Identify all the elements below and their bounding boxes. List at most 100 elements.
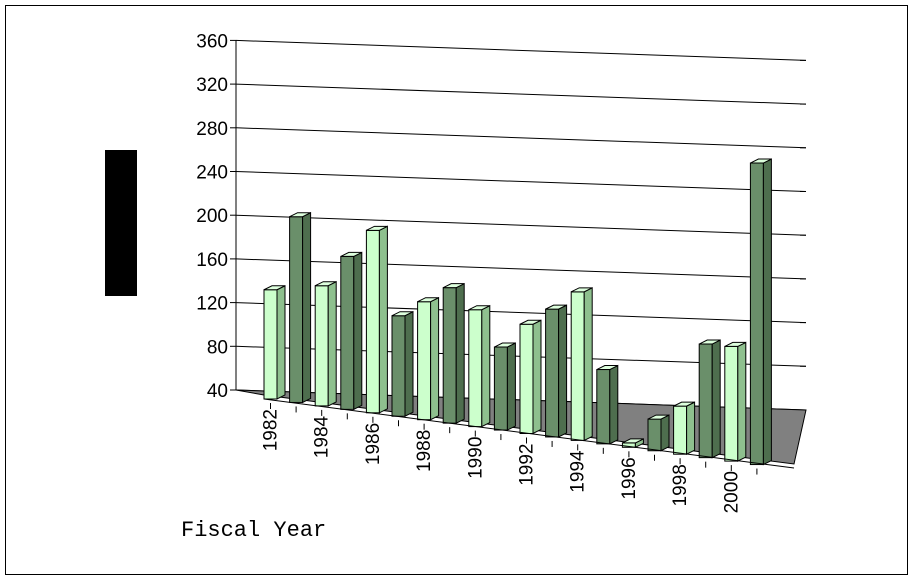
y-tick-label: 280: [196, 119, 228, 140]
bar: [570, 287, 593, 442]
bar-top: [596, 365, 619, 371]
bar-top: [340, 251, 363, 257]
bar: [314, 280, 337, 407]
bar-side: [711, 339, 721, 459]
bar-side: [353, 251, 363, 411]
bar-top: [263, 285, 286, 291]
y-tick-label: 40: [207, 381, 228, 402]
bar-side: [506, 342, 516, 431]
x-tick-label: 1986: [363, 423, 384, 465]
bar-top: [417, 297, 439, 303]
gridline: [235, 127, 807, 149]
bar: [545, 304, 568, 438]
bar: [596, 364, 619, 445]
bar-chart: 40 80 120 160 200 240 280 320 360 1982 1984 1986 19…: [105, 31, 807, 543]
bar-front: [417, 301, 432, 421]
bar-side: [583, 287, 593, 442]
y-tick-label: 80: [207, 337, 228, 358]
bar: [621, 438, 644, 449]
bar: [647, 414, 670, 452]
bar: [417, 296, 440, 421]
bar-top: [750, 158, 772, 164]
y-tick-label: 120: [196, 294, 228, 315]
bar: [724, 341, 747, 462]
bar-front: [391, 315, 406, 417]
x-tick-label: 1992: [517, 444, 538, 486]
bar-side: [481, 304, 491, 428]
x-axis-label: Fiscal Year: [181, 518, 326, 543]
bar: [391, 310, 414, 418]
gridline: [235, 171, 807, 192]
bar-front: [596, 369, 611, 445]
bar-front: [673, 405, 688, 455]
bar-front: [493, 346, 508, 431]
bar-side: [532, 319, 542, 435]
bar: [289, 211, 312, 404]
bar: [749, 158, 772, 466]
bar-front: [468, 309, 483, 428]
gridline: [235, 214, 807, 236]
x-tick-label: 1994: [568, 450, 589, 493]
x-tick-label: 1990: [465, 437, 486, 479]
chart-frame: 40 80 120 160 200 240 280 320 360 1982 1984 1986 19…: [5, 5, 908, 575]
bar-side: [686, 401, 696, 456]
x-tick-label: 1982: [261, 409, 282, 451]
bars: [263, 158, 772, 466]
y-tick-label: 200: [196, 206, 228, 227]
bar: [340, 251, 363, 411]
bar: [263, 284, 286, 400]
bar-front: [724, 345, 739, 462]
x-tick-label: 1984: [312, 415, 333, 458]
bar-side: [404, 310, 414, 418]
y-tick-label: 160: [196, 250, 228, 271]
x-axis-line: [263, 398, 795, 469]
bar-side: [609, 364, 619, 445]
bar: [673, 401, 696, 456]
bar-front: [365, 229, 380, 414]
bar-front: [749, 162, 764, 466]
bar: [365, 225, 388, 414]
bar: [519, 319, 542, 435]
bar-side: [455, 282, 465, 424]
bar-top: [289, 212, 311, 218]
y-tick-label: 360: [196, 31, 228, 52]
bar-side: [378, 225, 388, 414]
bar-side: [276, 284, 286, 400]
x-tick-label: 1988: [414, 430, 435, 472]
bar-front: [340, 255, 355, 410]
bar-side: [430, 296, 440, 421]
bar-side: [558, 304, 568, 438]
y-axis-title-block: [105, 150, 137, 296]
bar-front: [698, 343, 713, 459]
bar: [698, 339, 721, 459]
x-tick-label: 1996: [619, 457, 640, 499]
bar-top: [494, 342, 516, 348]
x-tick-label: 1998: [670, 464, 691, 506]
bar-side: [737, 341, 747, 462]
y-tick-label: 240: [196, 163, 228, 184]
bar-top: [698, 339, 721, 345]
bar-front: [519, 323, 534, 434]
y-tick-label: 320: [196, 75, 228, 96]
bar-top: [468, 305, 491, 311]
bar-front: [263, 289, 278, 400]
bar: [442, 282, 465, 424]
bar-side: [762, 158, 772, 466]
bar-side: [302, 211, 312, 404]
bar-top: [622, 438, 644, 444]
bar-front: [289, 216, 304, 403]
bar-top: [366, 225, 388, 231]
x-axis: 1982 1984 1986 1988 1990 1992 1994 1996 1998 2000: [261, 398, 795, 513]
bar-top: [314, 281, 337, 287]
bar-top: [519, 319, 542, 325]
gridline: [235, 83, 807, 105]
bar-top: [673, 401, 695, 407]
gridline: [235, 258, 807, 280]
bar: [493, 342, 516, 431]
bar: [468, 304, 491, 428]
bar-front: [647, 418, 662, 452]
bar-top: [570, 287, 593, 293]
bar-top: [391, 311, 414, 317]
bar-top: [545, 304, 567, 310]
bar-side: [660, 414, 670, 452]
